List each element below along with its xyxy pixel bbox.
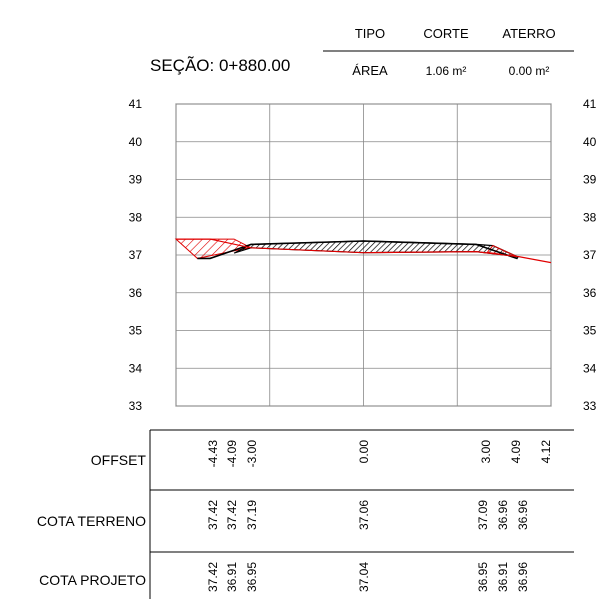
row-label: COTA PROJETO [39,572,146,588]
terrain-line [176,238,552,264]
elevation-labels-right: 33 34 35 36 37 38 39 40 41 [583,97,597,413]
elevation-tick-label: 36 [583,286,597,300]
elevation-tick-label: 33 [583,399,597,413]
table-cell-value: -3.00 [245,440,259,468]
elevation-tick-label: 33 [129,399,143,413]
elevation-tick-label: 35 [583,324,597,338]
offset-elevation-table: OFFSET COTA TERRENO COTA PROJETO -4.43 -4.0… [37,429,574,599]
table-cell-value: 36.96 [516,500,530,530]
project-line [197,240,519,260]
table-values: -4.43 -4.09 -3.00 0.00 3.00 4.09 4.12 37.42 37.4… [206,440,553,592]
table-cell-value: 37.19 [245,500,259,530]
section-plot: 33 34 35 36 37 38 39 40 41 33 34 35 36 37 38 39 40 41 [129,97,597,413]
table-cell-value: 36.96 [496,500,510,530]
corte-value: 1.06 m² [426,64,467,78]
elevation-tick-label: 39 [129,173,143,187]
elevation-tick-label: 35 [129,324,143,338]
table-cell-value: 37.04 [357,562,371,592]
row-label: COTA TERRENO [37,513,146,529]
table-cell-value: 36.91 [496,562,510,592]
table-cell-value: 36.91 [225,562,239,592]
col-corte: CORTE [423,26,469,41]
elevation-tick-label: 38 [583,210,597,224]
elevation-tick-label: 37 [129,248,143,262]
row-label: OFFSET [91,452,147,468]
aterro-value: 0.00 m² [509,64,550,78]
elevation-tick-label: 36 [129,286,143,300]
table-cell-value: 36.95 [476,562,490,592]
elevation-tick-label: 34 [583,361,597,375]
elevation-tick-label: 37 [583,248,597,262]
table-cell-value: 3.00 [479,440,493,464]
table-cell-value: -4.09 [225,440,239,468]
table-cell-value: 0.00 [357,440,371,464]
elevation-tick-label: 40 [583,135,597,149]
row-area: ÁREA [352,63,388,78]
table-cell-value: 4.09 [509,440,523,464]
section-label: SEÇÃO: 0+880.00 [150,56,290,75]
elevation-tick-label: 34 [129,361,143,375]
area-table: TIPO CORTE ATERRO SEÇÃO: 0+880.00 ÁREA 1… [150,26,574,78]
elevation-tick-label: 39 [583,173,597,187]
elevation-tick-label: 41 [129,97,143,111]
elevation-tick-label: 38 [129,210,143,224]
table-cell-value: 37.42 [206,562,220,592]
col-aterro: ATERRO [502,26,555,41]
table-cell-value: 37.06 [357,500,371,530]
table-cell-value: 36.95 [245,562,259,592]
elevation-tick-label: 40 [129,135,143,149]
table-cell-value: 37.42 [206,500,220,530]
col-tipo: TIPO [355,26,385,41]
earthwork-shapes [174,238,552,264]
elevation-tick-label: 41 [583,97,597,111]
table-cell-value: 37.42 [225,500,239,530]
grid [175,103,552,407]
row-labels: OFFSET COTA TERRENO COTA PROJETO [37,452,147,588]
table-cell-value: 37.09 [476,500,490,530]
table-cell-value: 4.12 [539,440,553,464]
table-cell-value: -4.43 [206,440,220,468]
table-cell-value: 36.96 [516,562,530,592]
elevation-labels-left: 33 34 35 36 37 38 39 40 41 [129,97,143,413]
